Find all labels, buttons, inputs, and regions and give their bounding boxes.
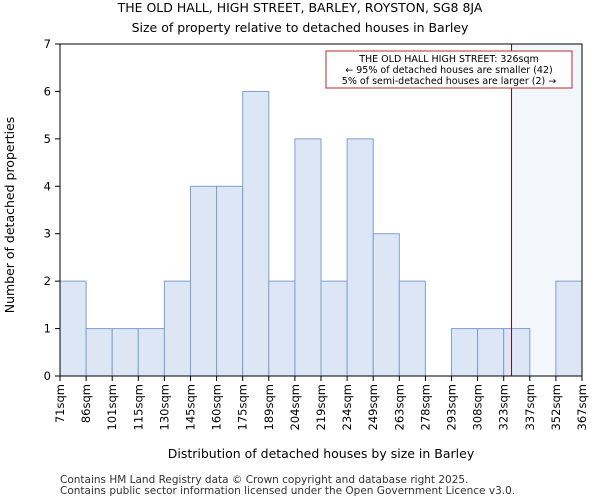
x-tick-label: 278sqm xyxy=(418,384,432,430)
y-tick-label: 7 xyxy=(44,37,51,51)
annotation-line-3: 5% of semi-detached houses are larger (2… xyxy=(342,76,556,87)
y-axis-label: Number of detached properties xyxy=(2,117,17,314)
bar-115sqm xyxy=(137,328,165,377)
bar-249sqm xyxy=(372,233,400,377)
chart-subtitle: Size of property relative to detached ho… xyxy=(132,20,469,35)
x-tick-label: 189sqm xyxy=(262,384,276,430)
bar-86sqm xyxy=(85,328,113,377)
bar-219sqm xyxy=(320,280,348,377)
bar-234sqm xyxy=(346,138,374,377)
x-tick-label: 367sqm xyxy=(575,384,589,430)
bar-175sqm xyxy=(242,90,270,377)
bar-263sqm xyxy=(398,280,426,377)
y-tick-label: 3 xyxy=(44,227,51,241)
bar-145sqm xyxy=(190,185,218,377)
x-tick-label: 219sqm xyxy=(314,384,328,430)
x-axis-label: Distribution of detached houses by size … xyxy=(168,446,475,461)
y-tick-label: 0 xyxy=(44,369,51,383)
x-tick-label: 308sqm xyxy=(471,384,485,430)
x-tick-label: 71sqm xyxy=(53,384,67,423)
bar-71sqm xyxy=(59,280,87,377)
y-tick-label: 1 xyxy=(44,322,51,336)
footer-line-1: Contains HM Land Registry data © Crown c… xyxy=(60,474,468,486)
x-tick-label: 323sqm xyxy=(497,384,511,430)
y-tick-label: 2 xyxy=(44,274,51,288)
x-tick-label: 293sqm xyxy=(445,384,459,430)
x-tick-label: 86sqm xyxy=(79,384,93,423)
x-tick-label: 130sqm xyxy=(157,384,171,430)
footer-line-2: Contains public sector information licen… xyxy=(60,485,515,497)
plot-frame xyxy=(59,43,583,377)
x-tick-label: 115sqm xyxy=(131,384,145,430)
y-tick-label: 5 xyxy=(44,132,51,146)
bar-160sqm xyxy=(216,185,244,377)
bar-101sqm xyxy=(111,328,139,377)
annotation-frame xyxy=(325,50,573,89)
x-tick-label: 204sqm xyxy=(288,384,302,430)
bar-130sqm xyxy=(163,280,191,377)
bar-352sqm xyxy=(555,280,583,377)
bar-189sqm xyxy=(268,280,296,377)
x-tick-label: 249sqm xyxy=(366,384,380,430)
annotation-line-1: THE OLD HALL HIGH STREET: 326sqm xyxy=(358,54,539,65)
annotation-line-2: ← 95% of detached houses are smaller (42… xyxy=(345,65,552,76)
x-tick-label: 175sqm xyxy=(236,384,250,430)
y-tick-label: 4 xyxy=(44,179,51,193)
x-tick-label: 101sqm xyxy=(105,384,119,430)
chart-title: THE OLD HALL, HIGH STREET, BARLEY, ROYST… xyxy=(117,0,483,15)
x-tick-label: 352sqm xyxy=(549,384,563,430)
x-tick-label: 145sqm xyxy=(184,384,198,430)
bar-308sqm xyxy=(477,328,505,377)
bar-293sqm xyxy=(451,328,479,377)
bar-323sqm xyxy=(503,328,531,377)
annotation-box: THE OLD HALL HIGH STREET: 326sqm ← 95% o… xyxy=(325,50,573,89)
x-tick-label: 337sqm xyxy=(523,384,537,430)
x-tick-label: 160sqm xyxy=(210,384,224,430)
x-tick-label: 234sqm xyxy=(340,384,354,430)
y-tick-label: 6 xyxy=(44,84,51,98)
x-tick-label: 263sqm xyxy=(392,384,406,430)
bar-204sqm xyxy=(294,138,322,377)
